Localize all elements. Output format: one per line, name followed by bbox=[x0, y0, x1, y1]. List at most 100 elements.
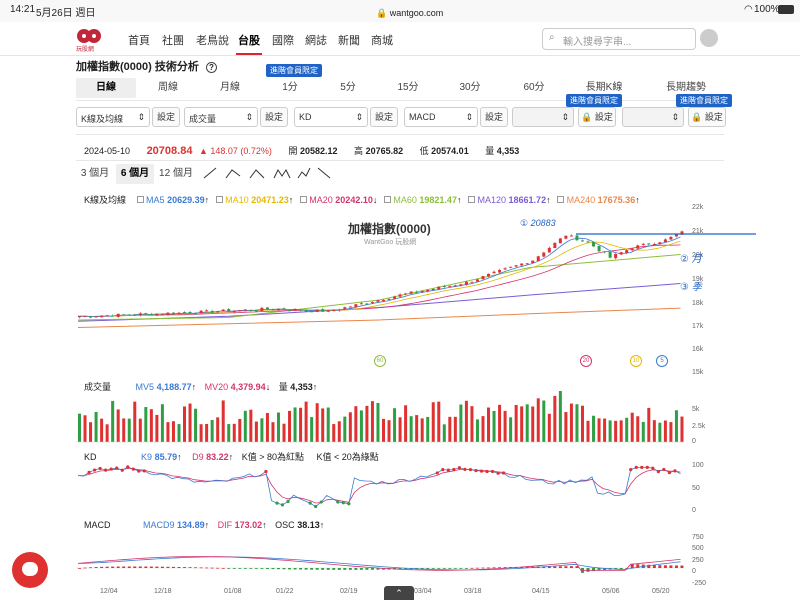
nav-clubs[interactable]: 社團 bbox=[162, 35, 184, 47]
volume-bar bbox=[614, 420, 618, 442]
avatar[interactable] bbox=[700, 29, 718, 47]
select-locked-1[interactable]: ⇕ bbox=[512, 107, 574, 127]
help-icon[interactable]: ? bbox=[205, 62, 217, 73]
candle bbox=[160, 314, 164, 316]
osc-bar bbox=[376, 568, 380, 570]
candle bbox=[183, 312, 187, 314]
volume-chart[interactable] bbox=[76, 391, 688, 444]
ma-line-ma5 bbox=[77, 236, 681, 317]
price-chart[interactable] bbox=[76, 200, 756, 375]
nav-veterans[interactable]: 老鳥說 bbox=[196, 35, 229, 47]
volume-bar bbox=[155, 414, 159, 442]
tab-15min[interactable]: 15分 bbox=[397, 82, 419, 93]
nav-shop[interactable]: 商城 bbox=[371, 35, 393, 47]
scroll-up-button[interactable]: ⌃ bbox=[384, 586, 414, 600]
set-locked-1-button[interactable]: 🔒 設定 bbox=[578, 107, 616, 127]
tab-monthly[interactable]: 月線 bbox=[220, 82, 240, 93]
logo[interactable]: 玩股網 bbox=[76, 28, 102, 53]
nav-news[interactable]: 新聞 bbox=[338, 35, 360, 47]
volume-bar bbox=[630, 412, 634, 442]
candle bbox=[144, 313, 148, 315]
url-bar[interactable]: 🔒 wantgoo.com bbox=[376, 8, 444, 18]
nav-home[interactable]: 首頁 bbox=[128, 35, 150, 47]
volume-bar bbox=[520, 406, 524, 442]
select-kd[interactable]: KD ⇕ bbox=[294, 107, 368, 127]
candle bbox=[525, 263, 529, 265]
osc-bar bbox=[155, 566, 159, 568]
candle bbox=[547, 247, 551, 253]
legend-ma20: MA20 20242.10↓ bbox=[299, 195, 377, 205]
kd-red-dot bbox=[662, 467, 666, 472]
osc-bar bbox=[630, 563, 634, 568]
osc-bar bbox=[171, 566, 175, 568]
candle bbox=[376, 300, 380, 302]
osc-bar bbox=[194, 567, 198, 569]
volume-bar bbox=[459, 404, 463, 442]
volume-bar bbox=[437, 401, 441, 442]
volume-bar bbox=[221, 400, 225, 442]
select-kline[interactable]: K線及均線 ⇕ bbox=[76, 107, 150, 127]
volume-mv20: 4,379.94 bbox=[230, 382, 266, 392]
osc-bar bbox=[111, 566, 115, 568]
set-kd-button[interactable]: 設定 bbox=[370, 107, 398, 127]
tab-weekly[interactable]: 周線 bbox=[158, 82, 178, 93]
osc-bar bbox=[614, 568, 618, 570]
nav-blog[interactable]: 網誌 bbox=[305, 35, 327, 47]
candle bbox=[310, 311, 314, 313]
tab-daily[interactable]: 日線 bbox=[76, 78, 136, 98]
kd-green-dot bbox=[286, 499, 290, 504]
tab-60min[interactable]: 60分 bbox=[523, 82, 545, 93]
volume-bar bbox=[94, 411, 98, 442]
kd-chart[interactable] bbox=[76, 462, 688, 512]
candle bbox=[299, 309, 303, 311]
select-volume[interactable]: 成交量 ⇕ bbox=[184, 107, 258, 127]
x-tick: 05/06 bbox=[602, 588, 620, 595]
osc-bar bbox=[647, 564, 651, 568]
tab-5min[interactable]: 5分 bbox=[340, 82, 356, 93]
set-locked-2-button[interactable]: 🔒 設定 bbox=[688, 107, 726, 127]
candle bbox=[133, 314, 137, 316]
marker-ma5[interactable]: 5 bbox=[656, 355, 668, 367]
candle bbox=[105, 315, 109, 317]
osc-bar bbox=[205, 567, 209, 569]
candle bbox=[199, 310, 203, 313]
nav-tw-stocks[interactable]: 台股 bbox=[236, 32, 262, 55]
osc-bar bbox=[475, 567, 479, 569]
candle bbox=[365, 303, 369, 305]
kd-red-dot bbox=[463, 467, 467, 471]
candle bbox=[83, 315, 87, 317]
set-macd-button[interactable]: 設定 bbox=[480, 107, 508, 127]
volume-bar bbox=[531, 406, 535, 442]
range-12m[interactable]: 12 個月 bbox=[159, 168, 193, 179]
volume-bar bbox=[116, 409, 120, 442]
marker-ma10[interactable]: 10 bbox=[630, 355, 642, 367]
kd-green-dot bbox=[280, 503, 285, 507]
search-input[interactable]: ⌕ 輸入搜尋字串... bbox=[542, 28, 696, 50]
set-kline-button[interactable]: 設定 bbox=[152, 107, 180, 127]
tab-30min[interactable]: 30分 bbox=[459, 82, 481, 93]
select-locked-2[interactable]: ⇕ bbox=[622, 107, 684, 127]
candle bbox=[122, 314, 126, 316]
marker-ma20[interactable]: 20 bbox=[580, 355, 592, 367]
osc-bar bbox=[459, 568, 463, 569]
chat-button[interactable] bbox=[12, 552, 48, 588]
quote-row: 2024-05-10 20708.84 ▲ 148.07 (0.72%) 開 2… bbox=[84, 145, 520, 157]
select-macd[interactable]: MACD ⇕ bbox=[404, 107, 478, 127]
candle bbox=[580, 240, 584, 242]
candle bbox=[111, 315, 115, 317]
set-volume-button[interactable]: 設定 bbox=[260, 107, 288, 127]
tab-long-kline[interactable]: 長期K線 bbox=[585, 82, 623, 93]
volume-bar bbox=[343, 416, 347, 442]
range-3m[interactable]: 3 個月 bbox=[80, 168, 110, 179]
candle bbox=[359, 303, 363, 305]
marker-ma60[interactable]: 60 bbox=[374, 355, 386, 367]
tab-1min[interactable]: 1分 bbox=[282, 82, 298, 93]
range-6m[interactable]: 6 個月 bbox=[116, 164, 154, 184]
osc-bar bbox=[210, 567, 214, 569]
tab-long-trend[interactable]: 長期趨勢 bbox=[666, 82, 706, 93]
status-bar: 14:21 5月26日 週日 🔒 wantgoo.com ◠ 100% bbox=[0, 0, 800, 22]
candle bbox=[243, 309, 247, 311]
macd-chart[interactable] bbox=[76, 534, 688, 584]
nav-international[interactable]: 國際 bbox=[272, 35, 294, 47]
osc-bar bbox=[619, 568, 623, 570]
